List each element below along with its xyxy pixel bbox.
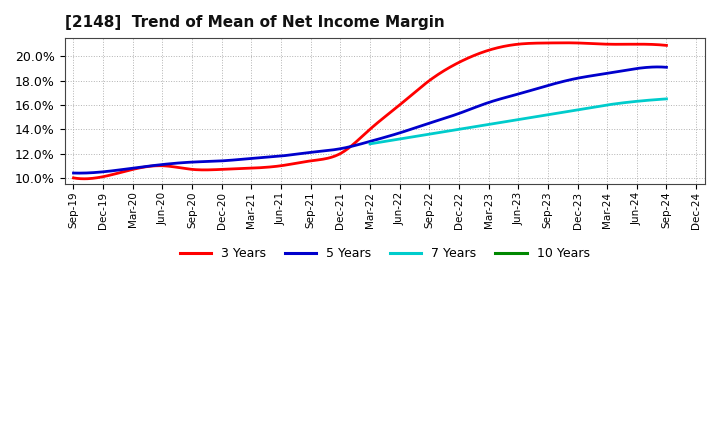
Line: 3 Years: 3 Years xyxy=(73,43,667,179)
Text: [2148]  Trend of Mean of Net Income Margin: [2148] Trend of Mean of Net Income Margi… xyxy=(65,15,444,30)
7 Years xyxy=(542,112,551,117)
Line: 7 Years: 7 Years xyxy=(370,99,667,144)
7 Years xyxy=(547,111,556,117)
7 Years xyxy=(616,101,624,106)
5 Years xyxy=(662,65,671,70)
Line: 5 Years: 5 Years xyxy=(73,67,667,173)
3 Years xyxy=(391,106,400,111)
5 Years xyxy=(423,121,432,126)
5 Years xyxy=(557,79,565,84)
5 Years xyxy=(75,170,84,176)
3 Years xyxy=(650,42,659,47)
7 Years xyxy=(662,96,671,102)
7 Years xyxy=(366,141,374,147)
5 Years xyxy=(356,142,364,147)
3 Years xyxy=(352,139,361,144)
Legend: 3 Years, 5 Years, 7 Years, 10 Years: 3 Years, 5 Years, 7 Years, 10 Years xyxy=(175,242,595,265)
3 Years xyxy=(557,40,565,45)
3 Years xyxy=(69,175,78,180)
5 Years xyxy=(352,143,361,148)
7 Years xyxy=(634,99,643,104)
5 Years xyxy=(654,64,662,70)
3 Years xyxy=(561,40,570,45)
3 Years xyxy=(662,43,671,48)
3 Years xyxy=(356,136,364,141)
7 Years xyxy=(541,113,550,118)
3 Years xyxy=(80,176,89,181)
5 Years xyxy=(649,64,657,70)
7 Years xyxy=(366,141,375,147)
3 Years xyxy=(423,79,432,84)
5 Years xyxy=(69,170,78,176)
5 Years xyxy=(391,132,400,137)
